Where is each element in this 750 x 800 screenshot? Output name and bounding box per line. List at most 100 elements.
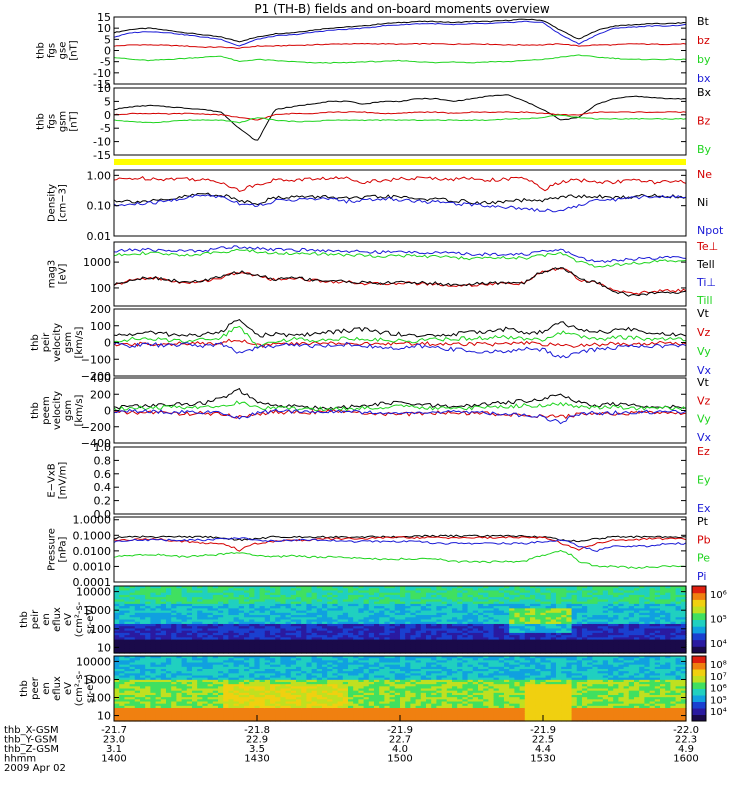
spectrogram-cell: [166, 592, 172, 596]
spectrogram-cell: [353, 703, 359, 707]
spectrogram-cell: [218, 710, 224, 713]
spectrogram-cell: [218, 664, 224, 668]
spectrogram-cell: [348, 656, 354, 659]
spectrogram-cell: [644, 612, 651, 616]
spectrogram-cell: [535, 641, 541, 645]
spectrogram-cell: [337, 612, 344, 616]
spectrogram-cell: [212, 632, 219, 636]
spectrogram-cell: [545, 644, 552, 647]
spectrogram-cell: [431, 612, 437, 616]
spectrogram-cell: [176, 599, 183, 603]
spectrogram-cell: [129, 712, 136, 716]
spectrogram-cell: [218, 708, 224, 711]
spectrogram-cell: [452, 617, 458, 621]
spectrogram-cell: [259, 656, 266, 659]
spectrogram-cell: [150, 660, 157, 664]
spectrogram-cell: [145, 612, 151, 616]
spectrogram-cell: [140, 637, 146, 641]
spectrogram-cell: [363, 612, 370, 616]
spectrogram-cell: [207, 637, 214, 641]
spectrogram-cell: [160, 615, 167, 618]
spectrogram-cell: [316, 601, 323, 605]
spectrogram-cell: [316, 699, 323, 703]
spectrogram-cell: [363, 658, 370, 661]
spectrogram-cell: [504, 588, 510, 592]
spectrogram-cell: [150, 586, 157, 589]
spectrogram-cell: [353, 708, 359, 711]
spectrogram-cell: [426, 648, 432, 652]
spectrogram-cell: [639, 588, 645, 592]
spectrogram-cell: [197, 615, 203, 618]
spectrogram-cell: [290, 612, 297, 616]
spectrogram-cell: [316, 692, 323, 696]
spectrogram-cell: [602, 612, 609, 616]
spectrogram-cell: [665, 603, 671, 607]
spectrogram-cell: [441, 630, 448, 634]
spectrogram-cell: [316, 586, 323, 589]
spectrogram-cell: [363, 648, 370, 652]
spectrogram-cell: [119, 617, 125, 621]
spectrogram-cell: [649, 612, 656, 616]
spectrogram-cell: [379, 599, 385, 603]
spectrogram-cell: [134, 673, 141, 677]
spectrogram-cell: [150, 688, 157, 692]
spectrogram-cell: [524, 619, 531, 623]
spectrogram-cell: [493, 603, 500, 607]
spectrogram-cell: [545, 646, 552, 650]
spectrogram-cell: [160, 662, 167, 666]
spectrogram-cell: [566, 626, 573, 630]
spectrogram-cell: [597, 597, 604, 600]
spectrogram-cell: [483, 637, 489, 641]
spectrogram-cell: [186, 586, 193, 589]
spectrogram-cell: [426, 617, 432, 621]
spectrogram-cell: [119, 656, 125, 659]
spectrogram-cell: [259, 697, 266, 700]
spectrogram-cell: [114, 671, 120, 674]
spectrogram-cell: [342, 697, 349, 700]
spectrogram-cell: [493, 608, 500, 612]
spectrogram-cell: [358, 623, 365, 627]
spectrogram-cell: [556, 599, 562, 603]
spectrogram-cell: [145, 621, 151, 625]
spectrogram-cell: [280, 606, 287, 609]
spectrogram-cell: [171, 641, 177, 645]
spectrogram-cell: [483, 590, 489, 594]
spectrogram-cell: [223, 684, 229, 687]
spectrogram-cell: [160, 695, 167, 698]
spectrogram-cell: [410, 639, 417, 643]
spectrogram-cell: [197, 660, 203, 664]
spectrogram-cell: [280, 690, 287, 694]
spectrogram-cell: [420, 637, 427, 641]
spectrogram-cell: [426, 610, 432, 614]
spectrogram-cell: [124, 662, 131, 666]
spectrogram-cell: [223, 679, 229, 683]
spectrogram-cell: [254, 612, 261, 616]
spectrogram-cell: [145, 617, 151, 621]
spectrogram-cell: [186, 690, 193, 694]
spectrogram-cell: [181, 664, 188, 668]
spectrogram-cell: [223, 630, 229, 634]
spectrogram-cell: [238, 664, 245, 668]
spectrogram-cell: [332, 630, 339, 634]
spectrogram-cell: [332, 626, 339, 630]
spectrogram-cell: [114, 628, 120, 632]
spectrogram-cell: [181, 708, 188, 711]
spectrogram-cell: [524, 615, 531, 618]
spectrogram-cell: [665, 608, 671, 612]
spectrogram-cell: [233, 695, 240, 698]
spectrogram-cell: [290, 639, 297, 643]
spectrogram-cell: [311, 639, 318, 643]
spectrogram-cell: [498, 606, 505, 609]
spectrogram-cell: [296, 597, 302, 600]
spectrogram-cell: [342, 610, 349, 614]
y-axis-label: Pressure: [47, 528, 58, 571]
spectrogram-cell: [519, 610, 526, 614]
spectrogram-cell: [244, 606, 250, 609]
spectrogram-cell: [571, 626, 578, 630]
spectrogram-cell: [285, 606, 292, 609]
spectrogram-cell: [197, 677, 203, 681]
spectrogram-cell: [264, 628, 271, 632]
spectrogram-cell: [316, 662, 323, 666]
spectrogram-cell: [592, 626, 599, 630]
spectrogram-cell: [244, 677, 250, 681]
